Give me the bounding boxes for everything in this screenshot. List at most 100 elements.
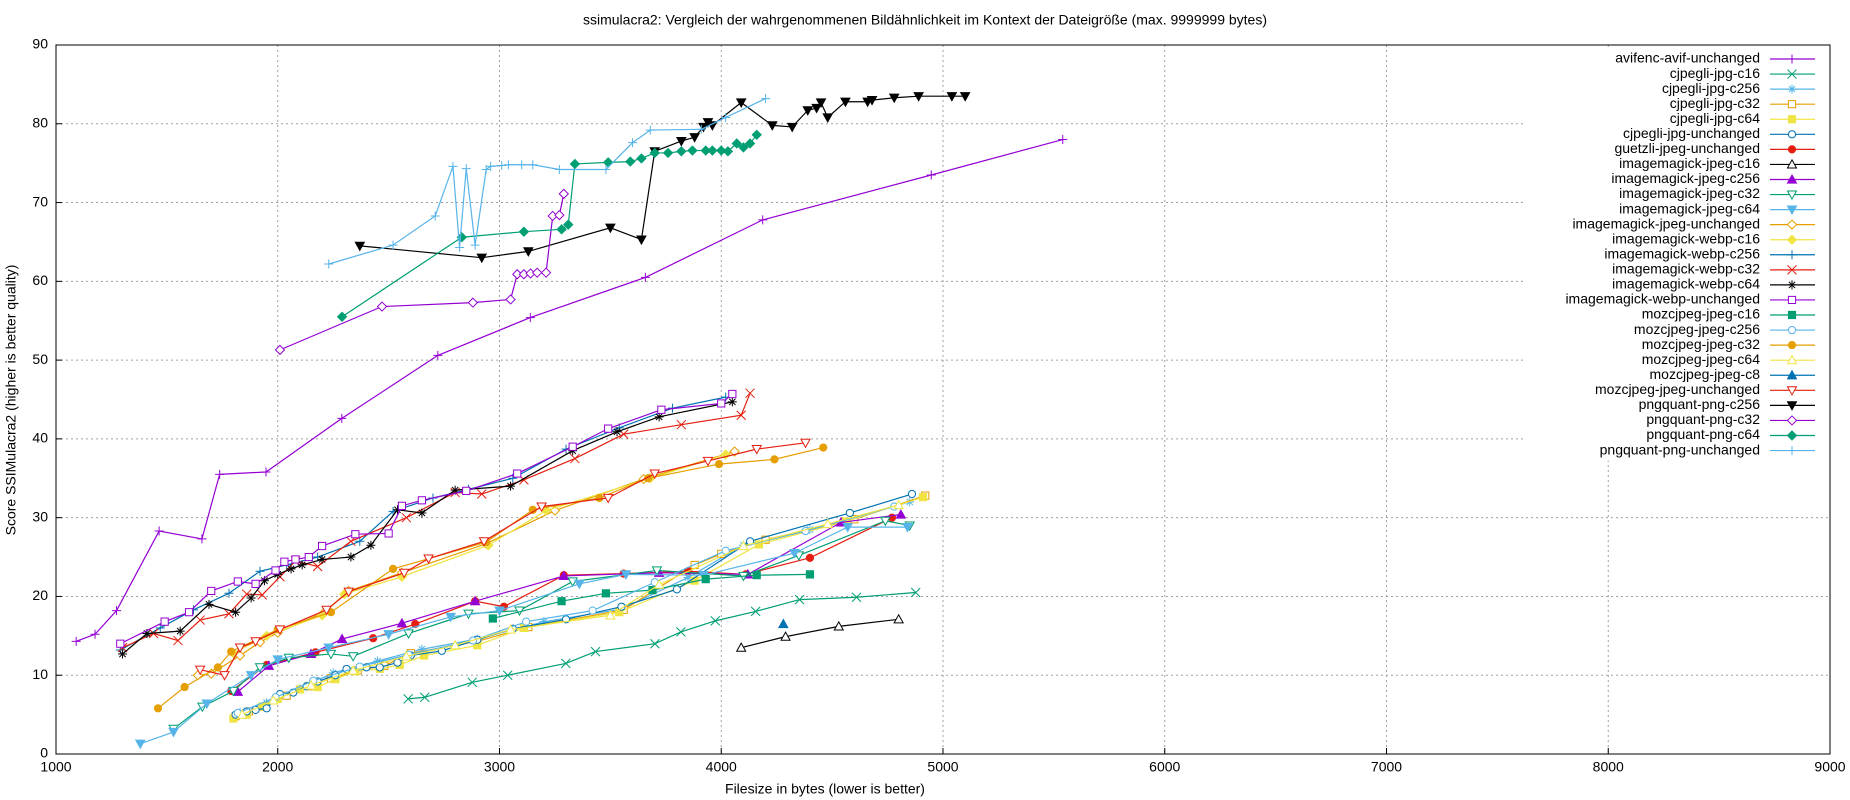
marker [160,617,169,626]
marker [761,94,771,104]
legend-label: imagemagick-webp-c32 [1612,261,1760,277]
series-line [341,134,758,318]
legend-label: avifenc-avif-unchanged [1615,50,1760,66]
series [117,388,755,653]
series [229,493,928,723]
marker [815,98,827,109]
y-tick-label: 60 [32,272,48,288]
marker [1786,158,1798,169]
marker [696,124,706,134]
marker [347,652,359,662]
marker [297,560,307,570]
marker [1787,310,1797,320]
marker [397,501,407,510]
marker [735,98,747,109]
marker [346,552,356,562]
marker [153,704,163,713]
legend-label: imagemagick-webp-c64 [1612,276,1760,292]
marker [321,605,332,616]
marker [721,546,730,555]
marker [267,694,279,705]
marker [448,161,458,171]
x-tick-label: 7000 [1371,759,1402,775]
marker [280,557,289,566]
marker [118,649,128,659]
series-line [242,504,899,716]
marker [445,612,457,623]
legend-label: imagemagick-jpeg-unchanged [1572,215,1760,231]
marker [518,226,530,237]
marker [449,639,461,650]
marker [324,259,334,269]
marker [1787,100,1797,109]
marker [595,493,604,503]
marker [777,618,789,629]
marker [201,699,213,710]
marker [383,630,394,640]
legend-label: imagemagick-jpeg-c64 [1619,200,1760,216]
marker [636,153,647,164]
x-tick-label: 9000 [1814,759,1845,775]
legend-label: imagemagick-jpeg-c256 [1611,170,1760,186]
marker [388,564,398,573]
marker [317,554,327,564]
marker [262,704,271,713]
marker [1786,415,1798,426]
marker [736,410,747,421]
x-tick-label: 8000 [1593,759,1624,775]
marker [417,508,427,518]
marker [840,97,851,108]
marker [1787,145,1797,154]
marker [486,161,496,171]
marker [215,469,225,479]
marker [1786,205,1798,216]
marker [396,617,408,628]
marker [251,579,260,588]
marker [657,405,666,414]
marker [802,106,814,116]
marker [601,164,611,174]
marker [687,145,698,156]
marker [683,573,693,583]
series [403,587,921,704]
marker [752,571,761,580]
marker [913,92,924,102]
marker [745,388,755,399]
y-tick-label: 40 [32,430,48,446]
y-tick-label: 0 [40,745,48,761]
marker [366,540,376,550]
marker [470,240,480,250]
marker [735,642,747,652]
marker [505,294,516,305]
marker [1787,446,1797,456]
series-line [239,501,910,713]
marker [184,608,194,617]
marker [433,350,443,360]
legend-label: cjpegli-jpg-c256 [1662,80,1760,96]
marker [745,537,755,546]
marker [676,146,687,157]
marker [455,242,465,252]
marker [513,469,522,478]
series [194,438,811,681]
marker [1786,386,1798,396]
marker [1787,341,1797,350]
x-tick-label: 3000 [484,759,515,775]
marker [570,453,580,464]
legend-label: imagemagick-webp-unchanged [1565,291,1760,307]
marker [689,133,700,143]
marker [1786,173,1798,184]
marker [959,92,971,102]
legend-label: mozcjpeg-jpeg-unchanged [1595,381,1760,397]
marker [902,523,913,533]
marker [180,682,189,692]
marker [497,161,507,171]
marker [707,145,718,156]
marker [467,297,479,308]
marker [245,671,257,681]
marker [476,253,488,264]
marker [430,211,440,221]
marker [738,540,749,551]
marker [789,549,800,559]
legend-label: imagemagick-webp-c16 [1612,230,1760,246]
